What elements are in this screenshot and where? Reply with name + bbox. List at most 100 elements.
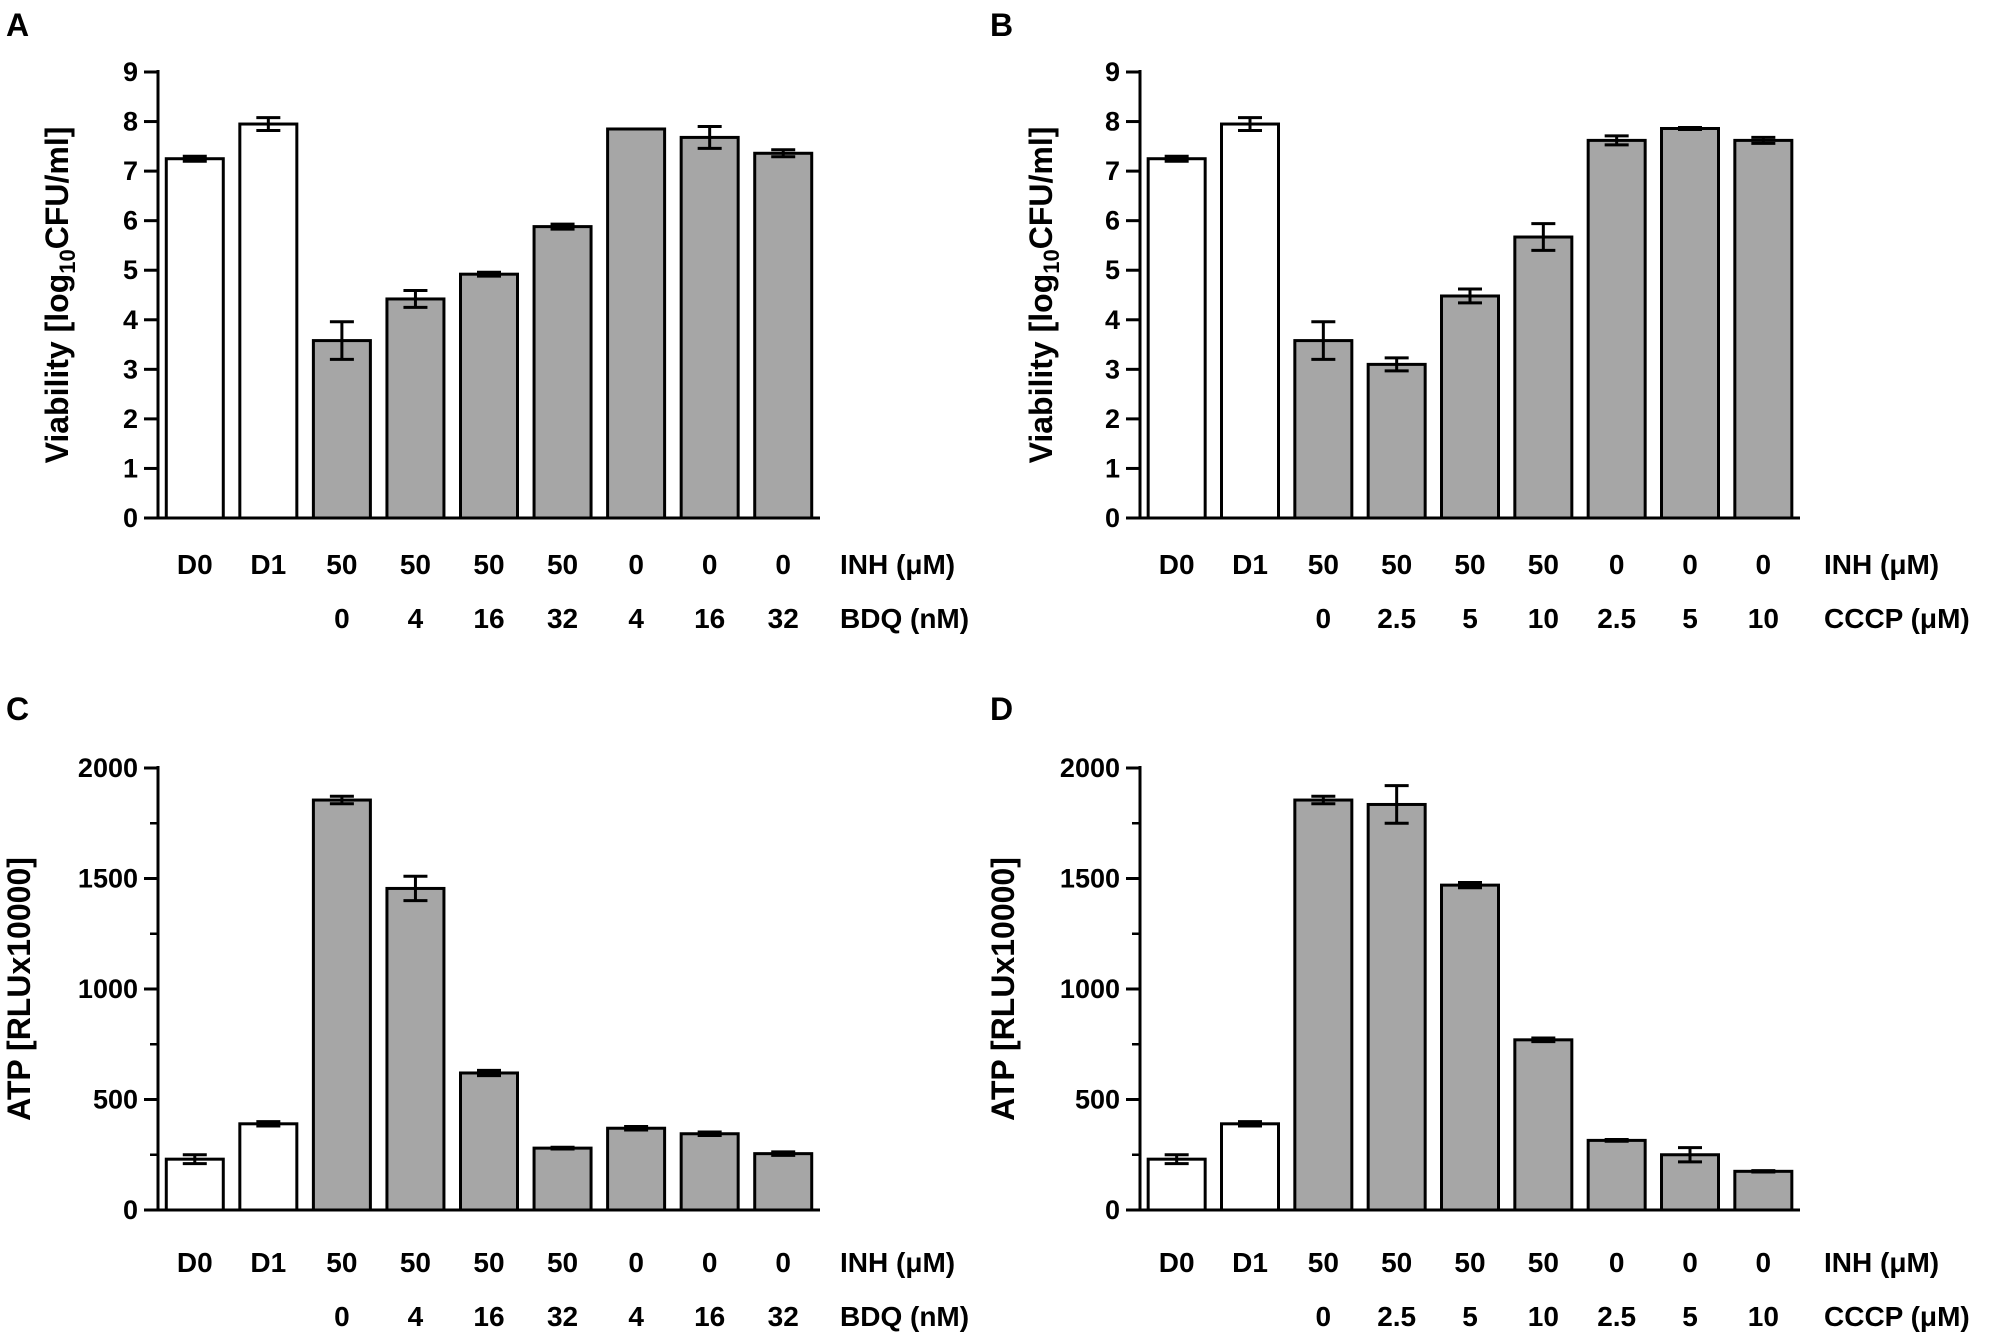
bar [311, 339, 372, 520]
y-tick-label: 0 [1105, 1195, 1120, 1225]
y-tick-label: 4 [1105, 305, 1120, 335]
error-bar [697, 125, 722, 150]
error-bar [1384, 784, 1409, 825]
error-bar [182, 154, 207, 163]
bar [679, 135, 740, 520]
y-axis-label-part: Viability [log [1023, 274, 1059, 464]
error-bar [1531, 222, 1556, 252]
x-category-label: 50 [1454, 1247, 1485, 1278]
x-treatment-label: 5 [1682, 1301, 1698, 1332]
bar [385, 886, 446, 1212]
y-tick-label: 0 [123, 503, 138, 533]
bar [385, 297, 446, 520]
y-axis-label-part: 10 [55, 249, 80, 273]
y-axis-label: Viability [log10CFU/ml] [39, 127, 80, 464]
error-bar [1238, 116, 1262, 132]
x-treatment-label: 32 [547, 603, 578, 634]
x-category-label: 50 [547, 549, 578, 580]
error-bar [403, 289, 428, 309]
error-bar [1458, 287, 1482, 305]
error-bar [329, 794, 354, 806]
bar [1146, 157, 1207, 520]
x-treatment-label: 0 [1316, 603, 1332, 634]
x-category-label: 50 [1528, 549, 1559, 580]
y-tick-label: 9 [123, 57, 138, 87]
bar [164, 157, 225, 520]
x-category-label: 0 [1682, 1247, 1698, 1278]
error-bar [256, 116, 281, 132]
y-tick-label: 1000 [78, 974, 138, 1004]
x-treatment-label: 5 [1462, 603, 1478, 634]
x-treatment-label: 4 [408, 603, 424, 634]
bar [1440, 294, 1500, 520]
bar [1660, 126, 1720, 520]
x-category-label: 0 [628, 549, 644, 580]
bar [1513, 235, 1574, 520]
x-treatment-label: 2.5 [1597, 603, 1636, 634]
y-tick-label: 5 [1105, 255, 1120, 285]
y-tick-label: 5 [123, 255, 138, 285]
x-category-label: 50 [1381, 549, 1412, 580]
x-category-label: D1 [250, 1247, 286, 1278]
error-bar [1164, 154, 1189, 163]
bar [532, 225, 593, 520]
x-category-label: 50 [326, 1247, 357, 1278]
error-bar [1604, 1138, 1629, 1143]
bar [1293, 339, 1354, 520]
bar [311, 798, 372, 1212]
error-bar [1678, 1146, 1702, 1164]
x-treatment-label: 5 [1682, 603, 1698, 634]
x-category-label: 0 [1756, 1247, 1772, 1278]
bar [238, 122, 299, 520]
error-bar [1751, 135, 1776, 145]
y-tick-label: 7 [1105, 156, 1120, 186]
x-treatment-label: 16 [694, 1301, 725, 1332]
x-treatment-label: 0 [1316, 1301, 1332, 1332]
error-bar [771, 1150, 796, 1157]
error-bar [1458, 880, 1482, 890]
x-category-label: 50 [473, 1247, 504, 1278]
y-tick-label: 0 [123, 1195, 138, 1225]
bar [606, 127, 667, 520]
error-bar [182, 1153, 207, 1166]
y-axis-label-part: ATP [RLUx10000] [1, 857, 37, 1121]
bar [459, 272, 519, 520]
y-axis-label-part: 10 [1039, 249, 1064, 273]
x-category-label: D1 [1232, 1247, 1268, 1278]
x-category-label: 0 [775, 1247, 791, 1278]
error-bar [1678, 126, 1702, 131]
error-bar [550, 1145, 575, 1151]
y-tick-label: 0 [1105, 503, 1120, 533]
error-bar [624, 1124, 649, 1132]
y-tick-label: 3 [123, 354, 138, 384]
x-treatment-label: 16 [473, 603, 504, 634]
x-category-label: 50 [326, 549, 357, 580]
y-tick-label: 7 [123, 156, 138, 186]
x-category-label: D0 [177, 549, 213, 580]
error-bar [1384, 356, 1409, 373]
y-axis-label: Viability [log10CFU/ml] [1023, 127, 1064, 464]
bar [679, 1132, 740, 1212]
x-category-label: 0 [1682, 549, 1698, 580]
y-axis-label: ATP [RLUx10000] [985, 857, 1021, 1121]
y-axis-label-part: CFU/ml] [1023, 127, 1059, 250]
bar [1220, 122, 1280, 520]
bar [1586, 138, 1647, 520]
x-category-label: 50 [1308, 1247, 1339, 1278]
error-bar [771, 148, 796, 159]
bar [532, 1146, 593, 1212]
y-tick-label: 6 [123, 206, 138, 236]
x-category-label: 0 [775, 549, 791, 580]
x-category-label: 50 [547, 1247, 578, 1278]
bar [1733, 1169, 1794, 1212]
panel-letter: D [990, 691, 1013, 727]
bar [1293, 798, 1354, 1212]
x-category-label: 0 [1756, 549, 1772, 580]
x-treatment-label: 32 [768, 603, 799, 634]
y-tick-label: 500 [93, 1085, 138, 1115]
y-tick-label: 2 [123, 404, 138, 434]
panel-letter: C [6, 691, 29, 727]
x-category-label: 50 [1528, 1247, 1559, 1278]
row-name-inh: INH (μM) [840, 1247, 955, 1278]
